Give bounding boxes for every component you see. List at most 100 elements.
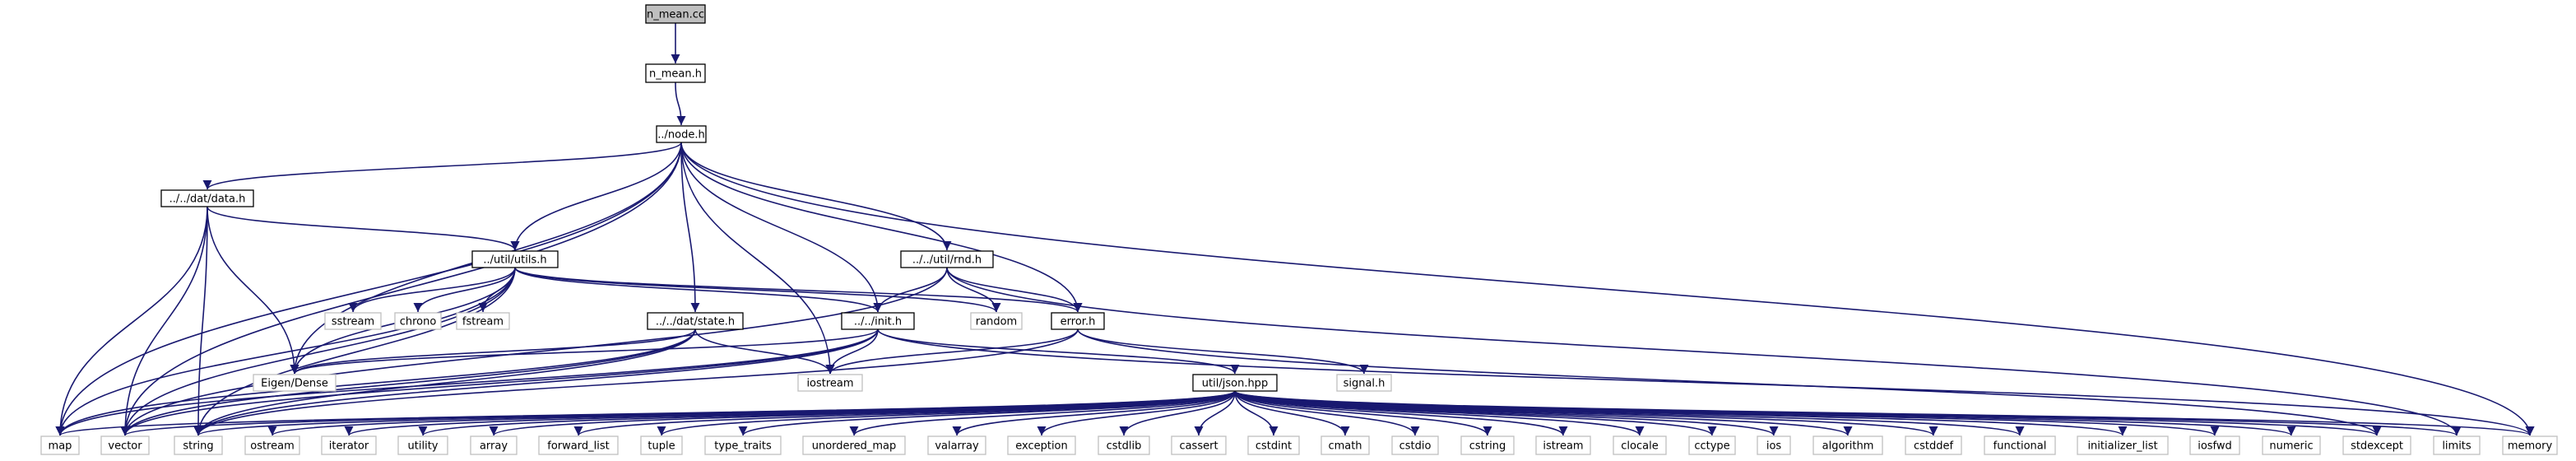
node-box: [471, 250, 559, 268]
node-box: [2502, 435, 2558, 455]
node-label: vector: [108, 440, 142, 453]
edge-json_hpp-to-cstring: [1234, 390, 1492, 436]
node-label: type_traits: [714, 440, 772, 453]
node-unordered-map: unordered_map: [802, 435, 906, 455]
node-random: random: [970, 312, 1023, 330]
node-utils-h[interactable]: ../util/utils.h: [471, 250, 559, 268]
node-data-h[interactable]: ../../dat/data.h: [160, 189, 254, 207]
node-limits: limits: [2433, 435, 2481, 455]
node-n-mean-cc[interactable]: n_mean.cc: [645, 4, 706, 24]
edge-utils_h-to-random: [514, 267, 1001, 313]
edge-node_h-to-init_h: [680, 142, 883, 313]
node-label: ostream: [250, 440, 295, 453]
node-label: utility: [408, 440, 439, 453]
node-box: [647, 312, 744, 330]
node-utility: utility: [397, 435, 448, 455]
node-label: ../../init.h: [854, 316, 902, 328]
node-eigen: Eigen/Dense: [253, 374, 337, 392]
node-string: string: [174, 435, 223, 455]
node-json-hpp[interactable]: util/json.hpp: [1192, 374, 1278, 392]
node-label: ../../util/rnd.h: [912, 254, 982, 267]
node-initializer-list: initializer_list: [2077, 435, 2169, 455]
node-label: array: [480, 440, 508, 453]
node-init-h[interactable]: ../../init.h: [841, 312, 915, 330]
edge-json_hpp-to-clocale: [1234, 390, 1645, 436]
node-label: cstdlib: [1107, 440, 1142, 453]
node-label: sstream: [332, 316, 374, 328]
node-box: [2342, 435, 2411, 455]
edge-json_hpp-to-memory: [1234, 390, 2534, 436]
node-map: map: [40, 435, 80, 455]
edge-utils_h-to-chrono: [413, 267, 516, 313]
edge-init_h-to-json_hpp: [877, 328, 1240, 375]
node-label: clocale: [1621, 440, 1658, 453]
node-array: array: [470, 435, 518, 455]
node-label: fstream: [462, 316, 504, 328]
node-label: iosfwd: [2198, 440, 2232, 453]
node-label: iostream: [806, 378, 853, 390]
edge-init_h-to-map: [55, 328, 879, 436]
node-box: [1460, 435, 1515, 455]
edge-json_hpp-to-cmath: [1234, 390, 1350, 436]
edge-init_h-to-memory: [877, 328, 2535, 436]
node-box: [397, 435, 448, 455]
node-label: algorithm: [1822, 440, 1874, 453]
node-label: ../util/utils.h: [483, 254, 546, 267]
node-box: [900, 250, 994, 268]
node-chrono: chrono: [394, 312, 442, 330]
node-box: [1336, 374, 1392, 392]
node-box: [244, 435, 300, 455]
node-box: [174, 435, 223, 455]
node-tuple: tuple: [640, 435, 683, 455]
node-signal-h: signal.h: [1336, 374, 1392, 392]
node-n-mean-h[interactable]: n_mean.h: [645, 63, 706, 83]
node-label: iterator: [329, 440, 369, 453]
node-box: [640, 435, 683, 455]
node-label: tuple: [647, 440, 675, 453]
edge-error_h-to-string: [193, 328, 1079, 436]
edge-node_h-to-memory: [680, 142, 2535, 436]
edge-rnd_h-to-error_h: [946, 267, 1083, 313]
node-box: [321, 435, 377, 455]
node-label: cmath: [1328, 440, 1362, 453]
edge-node_h-to-vector: [120, 142, 682, 436]
edge-utils_h-to-init_h: [514, 267, 883, 313]
node-iterator: iterator: [321, 435, 377, 455]
node-box: [1007, 435, 1076, 455]
node-label: limits: [2442, 440, 2472, 453]
node-box: [160, 189, 254, 207]
node-node-h[interactable]: ../node.h: [656, 125, 707, 143]
node-box: [2262, 435, 2321, 455]
node-label: ../../dat/data.h: [169, 193, 246, 206]
edge-init_h-to-string: [193, 328, 879, 436]
node-rnd-h[interactable]: ../../util/rnd.h: [900, 250, 994, 268]
node-box: [2077, 435, 2169, 455]
node-state-h[interactable]: ../../dat/state.h: [647, 312, 744, 330]
node-label: cstdio: [1399, 440, 1432, 453]
edge-n_mean_h-to-node_h: [675, 81, 686, 126]
node-label: exception: [1015, 440, 1068, 453]
node-label: signal.h: [1344, 378, 1385, 390]
edge-rnd_h-to-init_h: [873, 267, 948, 313]
node-box: [2433, 435, 2481, 455]
edge-init_h-to-vector: [120, 328, 879, 436]
edge-json_hpp-to-cstdint: [1234, 390, 1279, 436]
edge-error_h-to-iostream: [825, 328, 1079, 375]
node-box: [645, 63, 706, 83]
node-label: Eigen/Dense: [261, 378, 328, 390]
node-cstdlib: cstdlib: [1098, 435, 1150, 455]
node-error-h[interactable]: error.h: [1051, 312, 1105, 330]
node-box: [324, 312, 382, 330]
node-label: ../node.h: [657, 129, 704, 142]
edge-data_h-to-vector: [120, 206, 208, 436]
node-iostream: iostream: [797, 374, 863, 392]
node-box: [394, 312, 442, 330]
edge-init_h-to-eigen: [290, 328, 879, 375]
node-box: [470, 435, 518, 455]
node-label: cstring: [1469, 440, 1506, 453]
edge-utils_h-to-vector: [120, 267, 516, 436]
node-box: [538, 435, 619, 455]
node-label: string: [183, 440, 213, 453]
node-box: [704, 435, 782, 455]
